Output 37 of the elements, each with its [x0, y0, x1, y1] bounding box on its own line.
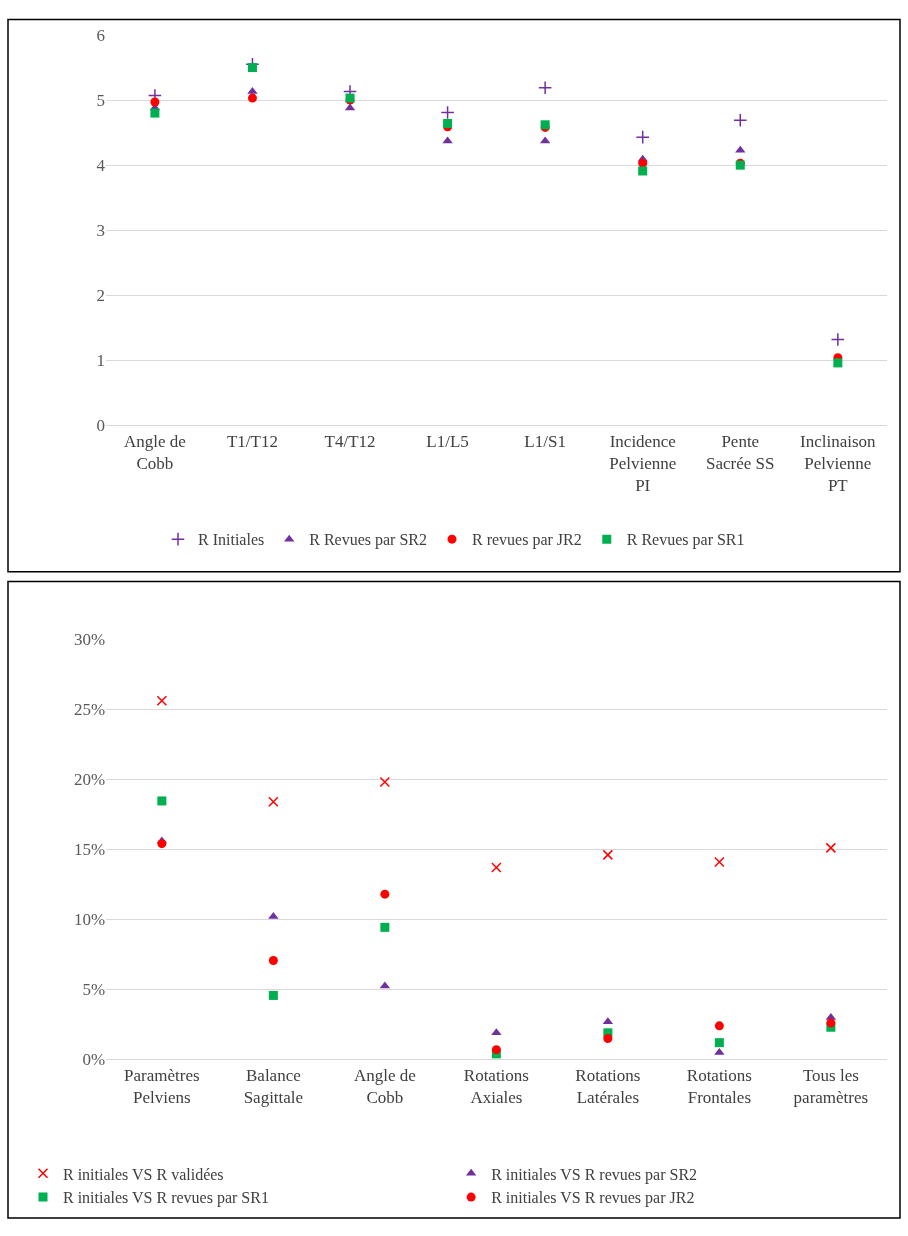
- y-tick-label: 5: [96, 91, 106, 111]
- y-tick-label: 20%: [73, 770, 106, 790]
- x-tick-label: Rotations Axiales: [463, 1065, 529, 1107]
- y-tick-label: 3: [96, 221, 106, 241]
- x-tick-label: Angle de Cobb: [353, 1065, 416, 1107]
- y-tick-label: 1: [96, 351, 106, 371]
- y-tick-label: 15%: [73, 840, 106, 860]
- legend-label: R Revues par SR1: [626, 531, 745, 550]
- legend-label: R initiales VS R revues par SR1: [63, 1189, 269, 1208]
- x-tick-label: Pente Sacrée SS: [706, 431, 775, 473]
- x-tick-label: Incidence Pelvienne PI: [609, 431, 677, 495]
- x-tick-label: Rotations Frontales: [686, 1065, 752, 1107]
- legend-label: R revues par JR2: [472, 531, 582, 550]
- x-tick-label: L1/L5: [426, 431, 469, 451]
- x-tick-label: T1/T12: [226, 431, 278, 451]
- y-tick-label: 25%: [73, 700, 106, 720]
- legend-label: R Revues par SR2: [309, 531, 427, 550]
- y-tick-label: 6: [96, 25, 106, 45]
- x-tick-label: Inclinaison Pelvienne PT: [800, 431, 877, 495]
- y-tick-label: 5%: [82, 980, 106, 1000]
- y-tick-label: 2: [96, 286, 106, 306]
- y-tick-label: 30%: [73, 630, 106, 650]
- x-tick-label: T4/T12: [324, 431, 376, 451]
- y-tick-label: 0: [96, 416, 106, 436]
- legend-label: R initiales VS R validées: [63, 1165, 224, 1183]
- legend-label: R initiales VS R revues par SR2: [491, 1165, 698, 1184]
- legend-label: R Initiales: [198, 531, 265, 549]
- x-tick-label: Tous les paramètres: [793, 1065, 869, 1107]
- y-tick-label: 0%: [82, 1050, 106, 1070]
- legend-label: R initiales VS R revues par JR2: [491, 1189, 695, 1208]
- y-tick-label: 4: [96, 156, 106, 176]
- x-tick-label: L1/S1: [524, 431, 566, 451]
- x-tick-label: Paramètres Pelviens: [124, 1065, 200, 1107]
- x-tick-label: Angle de Cobb: [123, 431, 186, 473]
- x-tick-label: Rotations Latérales: [575, 1065, 641, 1107]
- y-tick-label: 10%: [73, 910, 106, 930]
- x-tick-label: Balance Sagittale: [243, 1065, 304, 1107]
